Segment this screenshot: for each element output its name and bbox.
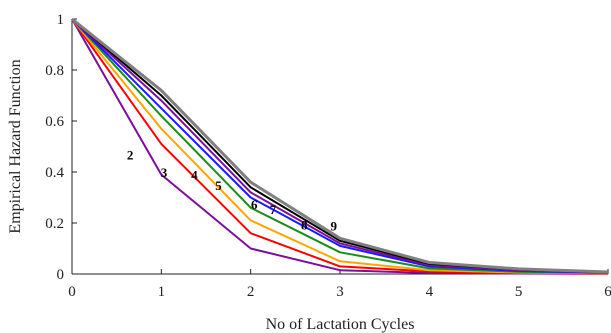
axes: 0 1 2 3 4 5 6 0 0.2 0.4 0.6 0.8 1 bbox=[45, 12, 611, 300]
x-tick-label: 1 bbox=[158, 284, 166, 300]
y-tick-label: 0.4 bbox=[45, 165, 64, 181]
x-tick-label: 2 bbox=[247, 284, 255, 300]
x-tick-label: 5 bbox=[515, 284, 523, 300]
series-label-2: 2 bbox=[127, 147, 134, 162]
series-line-6 bbox=[71, 18, 609, 274]
series-label-9: 9 bbox=[330, 219, 337, 234]
y-tick-label: 0 bbox=[57, 267, 65, 283]
x-tick-label: 6 bbox=[604, 284, 611, 300]
x-axis-label: No of Lactation Cycles bbox=[266, 316, 415, 333]
series-lines bbox=[71, 17, 609, 275]
series-line-4 bbox=[71, 18, 609, 275]
series-label-7: 7 bbox=[270, 202, 277, 217]
y-tick-label: 0.6 bbox=[45, 114, 64, 130]
series-label-4: 4 bbox=[191, 168, 198, 183]
series-line-2 bbox=[71, 18, 609, 275]
series-line-8 bbox=[71, 18, 609, 274]
series-line-9 bbox=[71, 17, 609, 274]
series-label-3: 3 bbox=[161, 165, 168, 180]
series-label-5: 5 bbox=[215, 178, 222, 193]
series-label-8: 8 bbox=[301, 217, 308, 232]
y-axis-label: Empirical Hazard Function bbox=[7, 59, 24, 233]
x-tick-label: 0 bbox=[68, 284, 76, 300]
series-labels: 2 3 4 5 6 7 8 9 bbox=[127, 147, 338, 233]
series-line-5 bbox=[71, 18, 609, 274]
series-line-3 bbox=[71, 18, 609, 275]
x-tick-label: 4 bbox=[426, 284, 434, 300]
y-tick-label: 0.8 bbox=[45, 63, 64, 79]
y-tick-label: 0.2 bbox=[45, 216, 64, 232]
x-tick-label: 3 bbox=[336, 284, 344, 300]
y-tick-label: 1 bbox=[57, 12, 65, 28]
series-line-7 bbox=[71, 18, 609, 274]
series-label-6: 6 bbox=[251, 197, 258, 212]
